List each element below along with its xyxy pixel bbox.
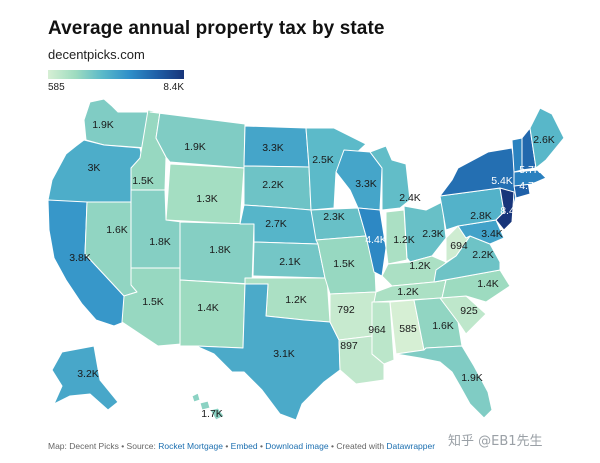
state-nj[interactable]: [495, 187, 515, 231]
download-image-link[interactable]: Download image: [265, 441, 329, 451]
embed-link[interactable]: Embed: [230, 441, 258, 451]
state-nm[interactable]: [179, 279, 246, 349]
legend-max-label: 8.4K: [163, 82, 184, 93]
state-mn[interactable]: [305, 127, 367, 211]
footer-separator: •: [257, 441, 266, 451]
legend-min-label: 585: [48, 82, 65, 93]
state-wa[interactable]: [83, 98, 151, 149]
state-sd[interactable]: [243, 165, 312, 211]
state-ma[interactable]: [513, 169, 547, 187]
state-vt[interactable]: [511, 137, 523, 173]
map-subtitle: decentpicks.com: [48, 47, 145, 62]
map-footer: Map: Decent Picks • Source: Rocket Mortg…: [48, 441, 435, 451]
state-hi[interactable]: [191, 392, 225, 421]
state-co[interactable]: [179, 221, 255, 285]
footer-separator: •: [222, 441, 231, 451]
zhihu-watermark: 知乎 @EB1先生: [448, 434, 543, 449]
source-link[interactable]: Rocket Mortgage: [158, 441, 223, 451]
state-fl[interactable]: [395, 345, 493, 419]
state-or[interactable]: [47, 139, 143, 203]
state-az[interactable]: [121, 267, 182, 347]
state-ar[interactable]: [329, 291, 377, 341]
state-in[interactable]: [385, 209, 408, 265]
legend-gradient-bar: [48, 70, 184, 79]
state-nd[interactable]: [243, 125, 310, 168]
datawrapper-link[interactable]: Datawrapper: [386, 441, 436, 451]
state-wy[interactable]: [165, 163, 245, 225]
footer-credit: Map: Decent Picks • Source:: [48, 441, 159, 451]
state-me[interactable]: [529, 107, 565, 169]
state-ia[interactable]: [310, 207, 367, 241]
state-mi[interactable]: [369, 145, 411, 211]
footer-created-with: • Created with: [328, 441, 387, 451]
state-tx[interactable]: [195, 283, 341, 421]
state-ms[interactable]: [371, 301, 395, 365]
state-ks[interactable]: [252, 241, 326, 279]
state-ak[interactable]: [51, 345, 119, 411]
map-title: Average annual property tax by state: [48, 18, 385, 39]
state-oh[interactable]: [403, 201, 447, 263]
color-legend: 585 8.4K: [48, 70, 184, 96]
state-nc[interactable]: [433, 269, 511, 303]
